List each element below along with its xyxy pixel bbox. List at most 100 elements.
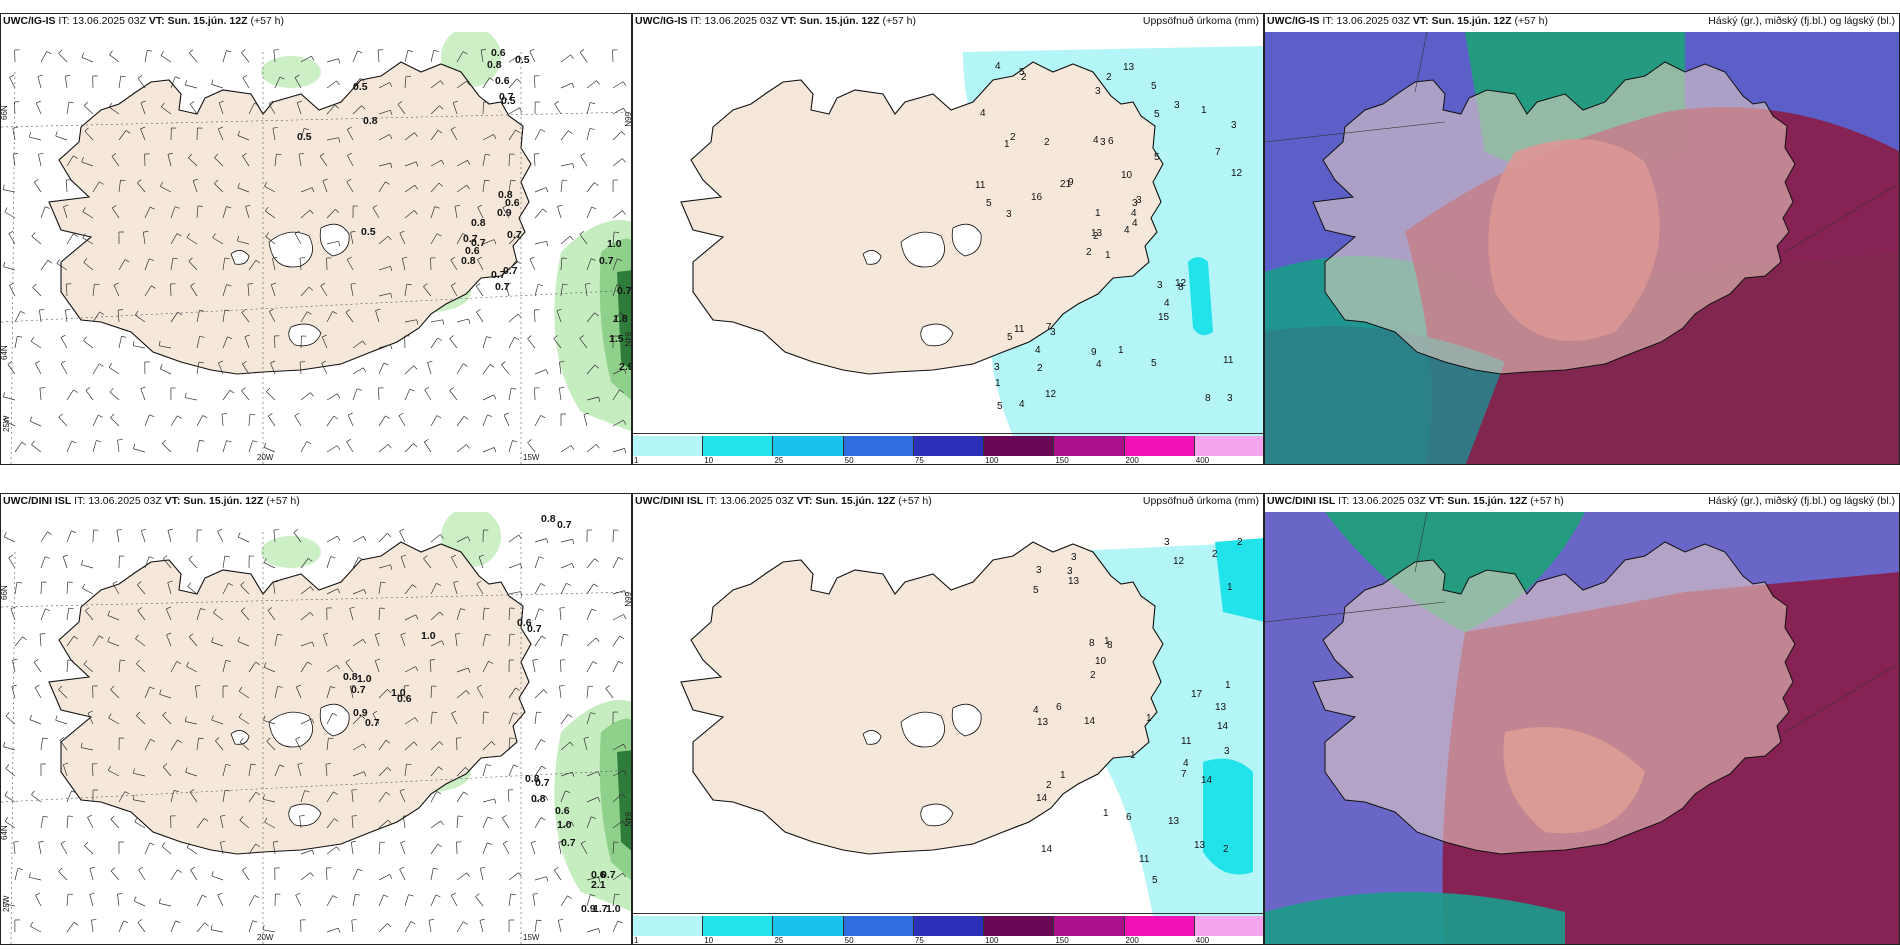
- humidity-value: 0.7: [499, 91, 514, 103]
- humidity-value: 0.7: [527, 623, 542, 635]
- precip-value: 7: [1181, 769, 1187, 780]
- precip-value: 2: [1044, 137, 1050, 148]
- precip-value: 5: [1033, 585, 1039, 596]
- precip-value: 5: [1151, 358, 1157, 369]
- precip-value: 4: [995, 61, 1001, 72]
- colorbar-segment: 75: [913, 436, 985, 464]
- precip-value: 8: [1205, 393, 1211, 404]
- precip-value: 1: [1118, 345, 1124, 356]
- humidity-value: 0.8: [487, 59, 502, 71]
- colorbar-segment: 100: [984, 436, 1055, 464]
- humidity-value: 0.6: [495, 75, 510, 87]
- humidity-value: 0.7: [471, 237, 486, 249]
- humidity-value: 1.0: [357, 673, 372, 685]
- humidity-value: 0.8: [343, 671, 358, 683]
- colorbar-segment: 10: [703, 916, 774, 944]
- humidity-value: 1.0: [557, 819, 572, 831]
- colorbar-segment: 25: [773, 916, 844, 944]
- glacier-outline: [900, 231, 945, 268]
- precip-value: 6: [1056, 702, 1062, 713]
- iceland-coastline: [680, 541, 1164, 855]
- precip-value: 2: [1106, 72, 1112, 83]
- lat-lon-grid: 66N 64N 66N 64N 20W 15W 25W: [1, 532, 631, 944]
- precip-value: 1: [1103, 808, 1109, 819]
- precip-value: 11: [1223, 355, 1234, 366]
- precip-value: 14: [1217, 721, 1229, 732]
- precip-value: 6: [1126, 812, 1132, 823]
- humidity-value: 0.6: [555, 805, 570, 817]
- humidity-value: 0.9: [353, 707, 368, 719]
- humidity-value: 0.7: [617, 285, 632, 297]
- precip-value: 14: [1036, 793, 1048, 804]
- panel-title: Háský (gr.), miðský (fj.bl.) og lágský (…: [1708, 15, 1895, 27]
- humidity-value: 1.7: [593, 903, 608, 915]
- humidity-value: 0.8: [531, 793, 546, 805]
- precip-value: 4: [1093, 135, 1099, 146]
- precip-value: 3: [1036, 565, 1042, 576]
- precip-value: 1: [1201, 105, 1207, 116]
- panel-header: UWC/IG-IS IT: 13.06.2025 03Z VT: Sun. 15…: [1267, 15, 1549, 27]
- precip-value: 4: [1131, 208, 1137, 219]
- humidity-value: 0.7: [561, 837, 576, 849]
- humidity-value: 0.7: [557, 519, 572, 531]
- precip-value: 13: [1091, 228, 1103, 239]
- cloud-layer: [1265, 892, 1565, 944]
- precip-value: 6: [1108, 136, 1114, 147]
- humidity-value: 0.6: [517, 617, 532, 629]
- precip-value: 2: [1086, 247, 1092, 258]
- precip-area: [1203, 758, 1253, 875]
- colorbar-tick: 50: [844, 936, 854, 945]
- colorbar-tick: 400: [1195, 936, 1210, 945]
- precip-value: 12: [1045, 389, 1057, 400]
- precip-value: 17: [1191, 689, 1203, 700]
- precip-value: 3: [1006, 209, 1012, 220]
- glacier-outline: [900, 711, 945, 748]
- colorbar-segment: 1: [633, 436, 704, 464]
- iceland-coastline: [48, 61, 532, 375]
- precip-value: 5: [997, 401, 1003, 412]
- colorbar-tick: 100: [985, 456, 999, 465]
- humidity-value: 0.7: [495, 281, 510, 293]
- humidity-value: 0.8: [363, 115, 378, 127]
- humidity-value: 0.7: [535, 777, 550, 789]
- humidity-value: 1.0: [421, 630, 436, 642]
- precip-value: 3: [1071, 552, 1077, 563]
- colorbar-segment: 150: [1054, 916, 1125, 944]
- precip-value: 11: [1014, 324, 1025, 335]
- iceland-coastline: [48, 541, 532, 855]
- humidity-value: 0.7: [503, 265, 518, 277]
- precip-value: 1: [1105, 250, 1111, 261]
- glacier-outline: [288, 323, 322, 347]
- colorbar-tick: 1: [634, 456, 639, 465]
- humidity-value: 1.8: [613, 313, 628, 325]
- colorbar-tick: 50: [844, 456, 854, 465]
- panel-4: UWC/DINI ISL IT: 13.06.2025 03Z VT: Sun.…: [0, 493, 632, 945]
- precip-value: 12: [1175, 278, 1187, 289]
- lat-label: 66N: [623, 112, 632, 127]
- colorbar-segment: 50: [843, 916, 914, 944]
- panel-3: UWC/IG-IS IT: 13.06.2025 03Z VT: Sun. 15…: [1264, 13, 1900, 465]
- colorbar-segment: 50: [843, 436, 914, 464]
- panel-title: Uppsöfnuð úrkoma (mm): [1142, 495, 1259, 507]
- humidity-value: 2.9: [619, 361, 632, 373]
- lat-label: 64N: [1, 345, 9, 360]
- colorbar-segment: 200: [1124, 436, 1195, 464]
- precip-value: 4: [1164, 298, 1170, 309]
- humidity-value: 1.0: [606, 903, 621, 915]
- cloud-map: [1265, 512, 1899, 944]
- colorbar-tick: 150: [1055, 456, 1069, 465]
- precip-value: 14: [1084, 716, 1096, 727]
- wind-barbs: [2, 48, 627, 454]
- precip-value: 2: [1223, 844, 1229, 855]
- colorbar-tick: 10: [704, 936, 714, 945]
- humidity-area: [617, 270, 631, 371]
- precip-value: 2: [1021, 72, 1027, 83]
- colorbar-tick: 75: [914, 936, 924, 945]
- iceland-coastline: [1312, 61, 1796, 375]
- glacier-outline: [862, 250, 882, 265]
- precip-value: 3: [1136, 195, 1142, 206]
- humidity-value: 0.5: [361, 226, 376, 238]
- precip-value: 4: [1096, 359, 1102, 370]
- humidity-value: 0.8: [498, 189, 513, 201]
